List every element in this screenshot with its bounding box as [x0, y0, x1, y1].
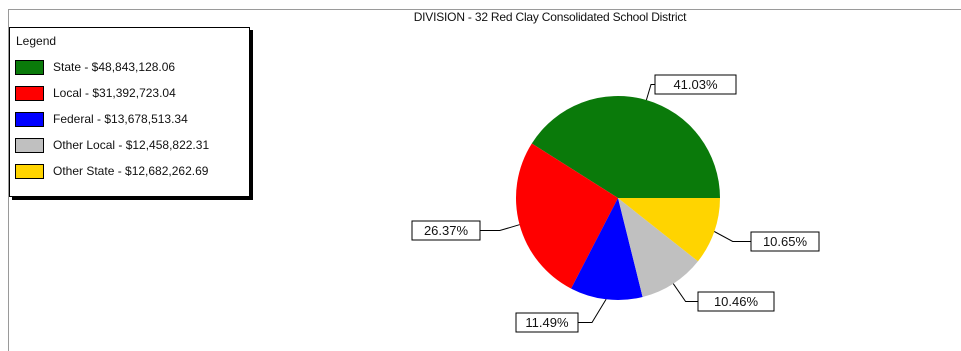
legend-title: Legend [16, 34, 57, 48]
pie-slice-state [531, 95, 721, 198]
data-label-other-local: 10.46% [714, 294, 759, 309]
data-label-box-other-local [697, 291, 775, 312]
legend-swatch-other-local [15, 138, 44, 153]
leader-line-local [480, 224, 520, 231]
legend-label-federal: Federal - $13,678,513.34 [53, 112, 188, 126]
data-label-box-other-state [750, 231, 820, 252]
legend-label-other-local: Other Local - $12,458,822.31 [53, 138, 210, 152]
data-label-state: 41.03% [673, 77, 718, 92]
leader-line-state [645, 84, 655, 101]
data-label-box-local [411, 220, 481, 241]
legend-label-state: State - $48,843,128.06 [53, 60, 176, 74]
pie-slice-other-state [618, 198, 720, 262]
data-label-local: 26.37% [424, 223, 469, 238]
data-label-box-state [654, 74, 737, 95]
frame-left-border [8, 9, 9, 351]
leader-line-other-state [714, 231, 751, 242]
frame-top-border [8, 9, 961, 10]
legend-swatch-federal [15, 112, 44, 127]
chart-title: DIVISION - 32 Red Clay Consolidated Scho… [413, 10, 687, 24]
legend-swatch-local [15, 86, 44, 101]
legend-swatch-state [15, 60, 44, 75]
legend-label-other-state: Other State - $12,682,262.69 [53, 164, 209, 178]
pie-slice-other-local [618, 198, 698, 297]
legend: Legend State - $48,843,128.06 Local - $3… [9, 27, 250, 197]
leader-line-other-local [672, 283, 698, 302]
data-label-box-federal [515, 312, 579, 333]
pie-slice-local [515, 143, 618, 289]
legend-swatch-other-state [15, 164, 44, 179]
data-label-federal: 11.49% [525, 315, 569, 330]
data-label-other-state: 10.65% [763, 234, 808, 249]
legend-label-local: Local - $31,392,723.04 [53, 86, 176, 100]
pie-slice-federal [571, 198, 643, 300]
leader-line-federal [578, 299, 607, 323]
